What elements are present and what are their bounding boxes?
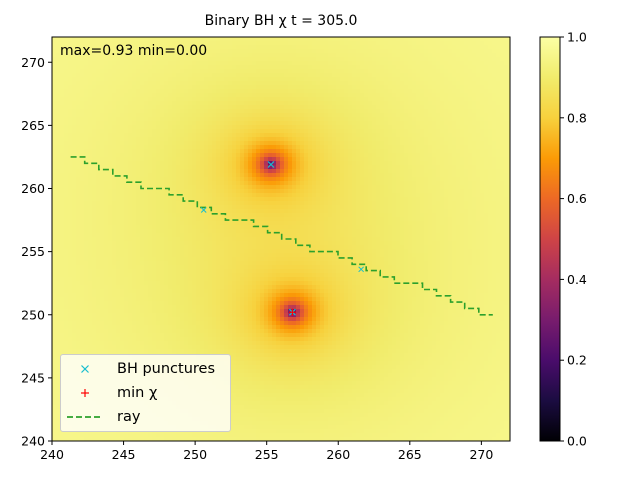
colorbar-tick-label: 0.4 bbox=[567, 272, 587, 287]
legend-item-bh-punctures: BH punctures bbox=[65, 358, 215, 380]
legend-item-min-chi: min χ bbox=[65, 382, 157, 404]
ray-crossing-marker-2 bbox=[358, 266, 365, 273]
y-tick-label: 265 bbox=[21, 118, 45, 133]
legend-label-min-chi: min χ bbox=[117, 385, 158, 401]
colorbar bbox=[539, 36, 561, 442]
legend-label-ray: ray bbox=[117, 409, 141, 425]
colorbar-axis: 0.0 0.2 0.4 0.6 0.8 1.0 bbox=[560, 30, 587, 449]
ray-line bbox=[70, 156, 493, 316]
x-tick-label: 260 bbox=[326, 447, 350, 462]
min-chi-marker-1 bbox=[288, 308, 296, 316]
y-tick-label: 250 bbox=[21, 307, 45, 322]
colorbar-tick-label: 0.8 bbox=[567, 110, 587, 125]
bh-puncture-marker-1 bbox=[267, 161, 275, 168]
y-tick-label: 255 bbox=[21, 244, 45, 259]
ray-crossing-marker-1 bbox=[200, 207, 207, 213]
x-tick-label: 245 bbox=[112, 447, 136, 462]
legend: BH punctures min χ ray bbox=[60, 354, 231, 432]
x-tick-label: 270 bbox=[469, 447, 493, 462]
y-tick-label: 260 bbox=[21, 181, 45, 196]
legend-label-bh-punctures: BH punctures bbox=[117, 361, 216, 377]
legend-item-ray: ray bbox=[65, 406, 140, 428]
x-axis: 240 245 250 255 260 265 270 bbox=[40, 441, 493, 462]
min-max-annotation: max=0.93 min=0.00 bbox=[60, 43, 208, 59]
colorbar-tick-label: 0.0 bbox=[567, 434, 587, 449]
plot-frame bbox=[51, 36, 511, 442]
y-tick-label: 270 bbox=[21, 55, 45, 70]
bh-puncture-x-icon bbox=[81, 365, 89, 373]
colorbar-tick-label: 1.0 bbox=[567, 30, 587, 45]
y-tick-label: 245 bbox=[21, 370, 45, 385]
y-axis: 240 245 250 255 260 265 270 bbox=[21, 55, 52, 449]
x-tick-label: 265 bbox=[398, 447, 422, 462]
min-chi-plus-icon bbox=[81, 389, 89, 397]
chart-title: Binary BH χ t = 305.0 bbox=[204, 13, 358, 29]
colorbar-tick-label: 0.2 bbox=[567, 353, 587, 368]
x-tick-label: 240 bbox=[40, 447, 64, 462]
colorbar-tick-label: 0.6 bbox=[567, 191, 587, 206]
x-tick-label: 255 bbox=[255, 447, 279, 462]
y-tick-label: 240 bbox=[21, 434, 45, 449]
x-tick-label: 250 bbox=[183, 447, 207, 462]
